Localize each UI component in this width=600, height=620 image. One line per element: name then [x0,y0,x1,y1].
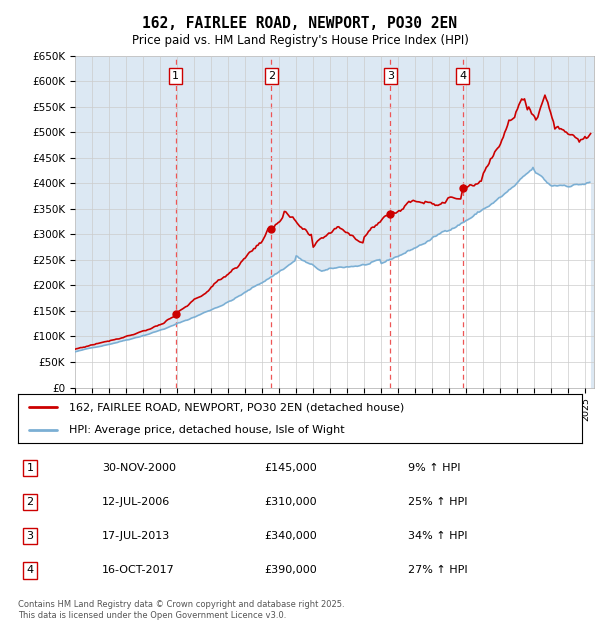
Text: 3: 3 [387,71,394,81]
Text: HPI: Average price, detached house, Isle of Wight: HPI: Average price, detached house, Isle… [69,425,344,435]
Text: 2: 2 [268,71,275,81]
Text: 9% ↑ HPI: 9% ↑ HPI [408,463,461,473]
Text: Price paid vs. HM Land Registry's House Price Index (HPI): Price paid vs. HM Land Registry's House … [131,34,469,47]
Text: 30-NOV-2000: 30-NOV-2000 [102,463,176,473]
Text: 2: 2 [26,497,34,507]
Text: Contains HM Land Registry data © Crown copyright and database right 2025.
This d: Contains HM Land Registry data © Crown c… [18,600,344,619]
Text: 17-JUL-2013: 17-JUL-2013 [102,531,170,541]
Text: 16-OCT-2017: 16-OCT-2017 [102,565,175,575]
Text: £145,000: £145,000 [264,463,317,473]
Text: 162, FAIRLEE ROAD, NEWPORT, PO30 2EN: 162, FAIRLEE ROAD, NEWPORT, PO30 2EN [143,16,458,30]
Text: 12-JUL-2006: 12-JUL-2006 [102,497,170,507]
Text: 162, FAIRLEE ROAD, NEWPORT, PO30 2EN (detached house): 162, FAIRLEE ROAD, NEWPORT, PO30 2EN (de… [69,402,404,412]
Text: 4: 4 [459,71,466,81]
Text: £340,000: £340,000 [264,531,317,541]
Text: 1: 1 [172,71,179,81]
Text: 27% ↑ HPI: 27% ↑ HPI [408,565,467,575]
Text: 3: 3 [26,531,34,541]
Text: 1: 1 [26,463,34,473]
Bar [75,56,594,388]
Text: 4: 4 [26,565,34,575]
Text: 25% ↑ HPI: 25% ↑ HPI [408,497,467,507]
Text: £310,000: £310,000 [264,497,317,507]
Text: 34% ↑ HPI: 34% ↑ HPI [408,531,467,541]
Text: £390,000: £390,000 [264,565,317,575]
